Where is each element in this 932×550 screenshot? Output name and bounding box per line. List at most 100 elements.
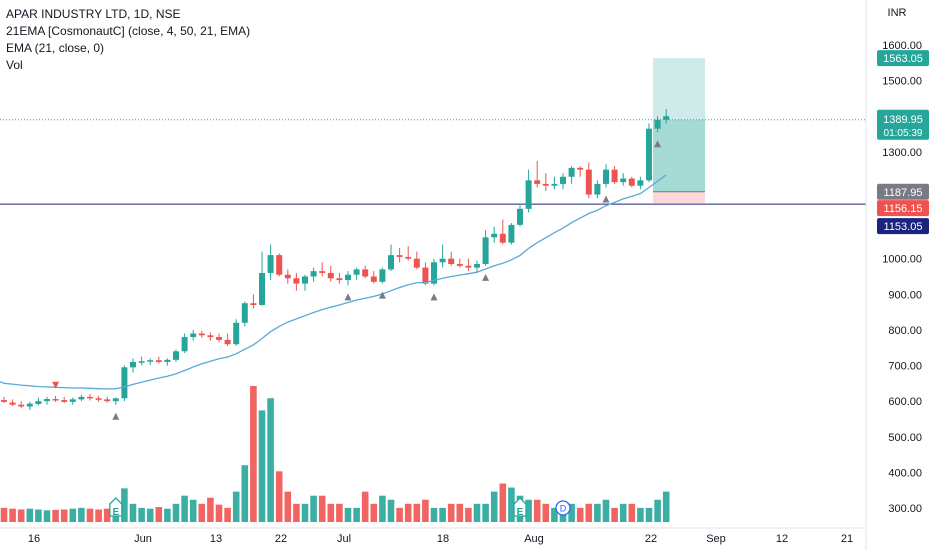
time-axis[interactable]: 16 Jun 13 22 Jul 18 Aug 22 Sep 12 21 [0,527,866,545]
time-tick-label: 16 [28,533,40,545]
volume-bar [404,503,412,522]
volume-bar [60,509,68,522]
candle-body [130,361,136,368]
candle-body [620,178,627,183]
price-tick-label: 1600.00 [882,40,922,52]
volume-bar [473,503,481,522]
candle-body [190,333,197,338]
candle-body [216,337,222,340]
candle-body [35,401,42,405]
candle-body [465,265,472,268]
candle-body [362,269,369,277]
candle-body [327,272,334,279]
volume-bar [439,507,446,522]
volume-bar [52,509,59,522]
volume-bar [232,491,240,522]
candle-body [104,399,111,402]
volume-bar [26,508,34,522]
volume-bar [78,507,85,522]
candle-body [542,183,549,186]
candle-body [302,276,308,284]
candle-body [560,176,566,184]
price-axis[interactable]: INR1600.001500.001400.001300.001200.0011… [865,0,922,550]
candle-body [319,271,326,273]
candle-body [69,399,76,402]
volume-bar [542,503,550,522]
volume-bar [258,410,266,522]
candle-body [138,361,145,363]
volume-bar [318,495,326,522]
indicator-21ema[interactable]: 21EMA [CosmonautC] (close, 4, 50, 21, EM… [6,24,251,38]
volume-bar [533,499,541,522]
time-tick-label: Sep [706,533,726,545]
volume-bar [275,471,283,522]
volume-bar [508,487,515,522]
candle-body [293,278,300,284]
volume-bar [585,503,593,522]
volume-bar [95,509,102,522]
volume-bar [241,465,249,522]
candle-body [353,269,360,275]
volume-bar [138,507,145,522]
svg-text:D: D [560,504,567,514]
filled-zone [653,119,705,192]
candle-body [568,167,575,177]
volume-bar [637,507,644,522]
time-tick-label: 22 [645,533,657,545]
indicator-ema[interactable]: EMA (21, close, 0) [6,41,105,55]
price-tick-label: 800.00 [888,325,922,337]
candle-body [284,274,291,279]
volume-bar [250,386,257,522]
candle-body [345,274,351,281]
price-tick-label: 1300.00 [882,147,922,159]
svg-text:E: E [112,507,119,518]
symbol-title[interactable]: APAR INDUSTRY LTD, 1D, NSE [6,7,181,21]
svg-text:1153.05: 1153.05 [884,221,923,233]
buy-signal-marker [378,291,386,299]
volume-bar [327,503,335,522]
buy-signal-marker [602,195,610,203]
candlesticks [1,109,670,411]
time-tick-label: 21 [841,533,853,545]
target-zone [653,58,705,192]
candle-body [259,272,265,305]
candle-body [78,396,85,400]
volume-bar [69,508,77,522]
candle-body [26,403,33,407]
candle-body [164,359,171,362]
volume-bar [17,509,25,522]
svg-text:1156.15: 1156.15 [884,203,923,215]
volume-bar [422,499,429,522]
volume-bar [430,507,438,522]
indicator-vol[interactable]: Vol [6,58,23,72]
ema-polyline [0,174,667,390]
volume-bar [353,507,360,522]
candle-body [233,322,240,345]
candle-body [663,116,670,120]
svg-text:1187.95: 1187.95 [884,187,923,199]
volume-bar [370,503,378,522]
candle-body [224,339,231,345]
time-tick-label: Jun [134,533,152,545]
volume-bar [602,499,610,522]
volume-bar [396,507,403,522]
volume-bar [215,504,223,522]
volume-bar [155,507,163,522]
price-tick-label: 400.00 [888,467,922,479]
time-tick-label: 18 [437,533,449,545]
sell-signal-marker [52,381,60,389]
countdown-value: 01:05:39 [884,128,923,139]
svg-text:1563.05: 1563.05 [883,53,923,65]
candle-body [585,169,592,195]
entry-price-tag: 1187.95 [877,183,929,200]
volume-bar [103,508,111,522]
volume-bar [310,495,317,522]
volume-bar [499,483,507,522]
volume-bar [198,503,206,522]
candle-body [422,267,429,284]
price-tick-label: 300.00 [888,503,922,515]
candle-body [482,237,489,265]
candle-body [611,169,618,183]
